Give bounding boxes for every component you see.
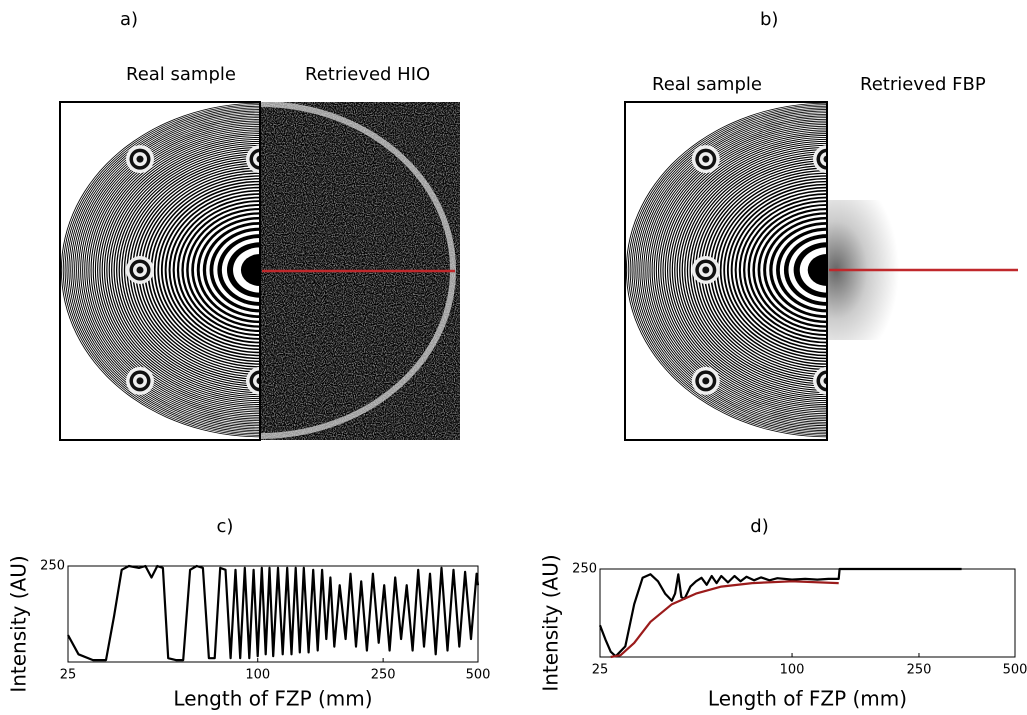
zone-plate — [60, 102, 260, 438]
panel-title: Retrieved FBP — [860, 74, 986, 95]
data-line — [67, 564, 480, 662]
zone-plate — [625, 102, 962, 438]
x-tick-label: 250 — [907, 663, 932, 678]
spot — [945, 377, 952, 384]
plot-frame — [599, 568, 1016, 658]
x-tick-label: 25 — [60, 668, 77, 683]
spot — [934, 367, 962, 395]
spot — [136, 155, 144, 163]
x-axis-label: Length of FZP (mm) — [708, 687, 907, 711]
zone — [240, 253, 260, 287]
spot — [136, 266, 144, 274]
spot — [941, 374, 955, 388]
x-tick-label: 250 — [371, 668, 396, 683]
y-axis-label: Intensity (AU) — [7, 555, 31, 692]
x-tick-label: 500 — [1003, 663, 1027, 678]
panel-label: a) — [120, 9, 138, 30]
panel-title: Real sample — [126, 64, 236, 85]
frame — [59, 101, 261, 441]
spot — [702, 155, 710, 163]
spot — [702, 266, 710, 274]
spot — [938, 370, 959, 391]
y-tick-label: 250 — [572, 562, 597, 577]
spot — [136, 377, 144, 385]
x-tick-label: 100 — [245, 668, 270, 683]
spot — [938, 149, 959, 170]
plot-frame — [67, 565, 479, 663]
panel-label: b) — [760, 9, 778, 30]
chart-title: c) — [217, 516, 234, 537]
chart-title: d) — [750, 516, 768, 537]
frame — [624, 101, 828, 441]
spot — [934, 145, 962, 173]
x-tick-label: 25 — [592, 663, 609, 678]
data-line — [598, 567, 962, 658]
zone — [807, 253, 827, 287]
spot — [945, 156, 952, 163]
x-tick-label: 500 — [466, 668, 491, 683]
y-axis-label: Intensity (AU) — [539, 554, 563, 691]
panel-title: Retrieved HIO — [305, 64, 430, 85]
spot — [702, 377, 710, 385]
y-tick-label: 250 — [40, 559, 65, 574]
panel-title: Real sample — [652, 74, 762, 95]
x-tick-label: 100 — [780, 663, 805, 678]
x-axis-label: Length of FZP (mm) — [173, 687, 372, 711]
spot — [941, 152, 955, 166]
data-line — [610, 580, 839, 659]
